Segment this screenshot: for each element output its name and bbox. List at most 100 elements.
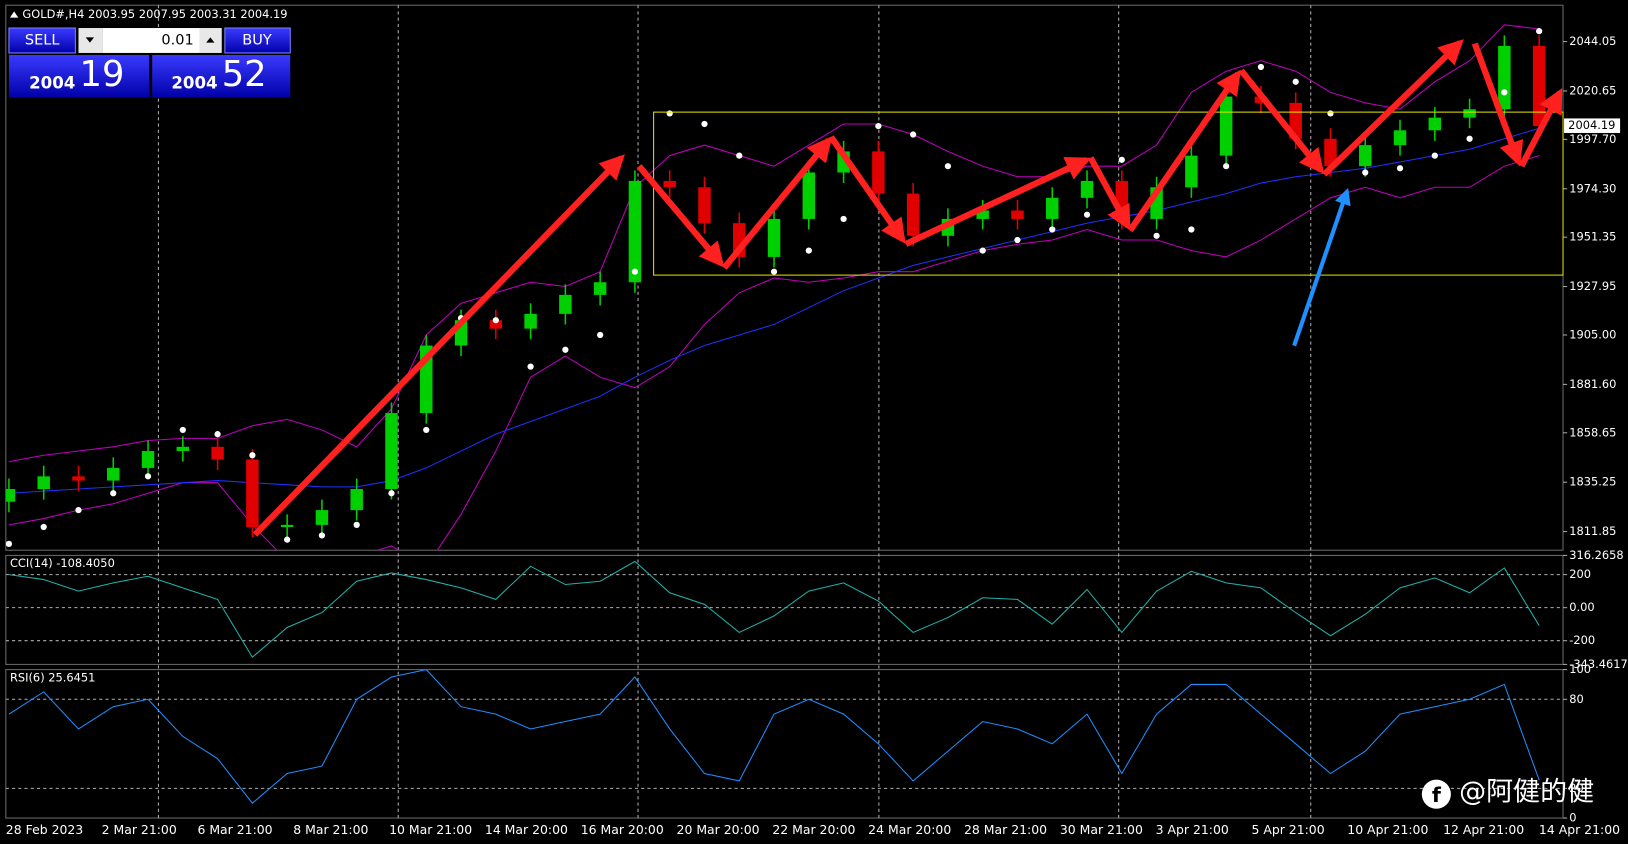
y-tick-label: 1974.30 [1569, 181, 1616, 195]
sar-dot [527, 363, 534, 370]
current-price-label: 2004.19 [1568, 118, 1615, 132]
candle-body [593, 282, 607, 295]
blue-arrow [1292, 187, 1351, 347]
y-tick-label: 2044.05 [1569, 34, 1616, 48]
arrow [252, 154, 625, 537]
sar-dot [1362, 169, 1369, 176]
arrow [636, 164, 725, 268]
sar-dot [40, 523, 47, 531]
sar-dot [979, 247, 986, 254]
trend-arrows [252, 39, 1563, 537]
sar-dot [144, 473, 152, 480]
sar-dot [701, 120, 708, 128]
candle-body [280, 524, 294, 527]
candle-body [1498, 45, 1511, 110]
candle-body [315, 510, 329, 525]
candle-body [802, 172, 816, 219]
ask-box[interactable] [152, 55, 291, 98]
watermark-text: @阿健的健 [1459, 777, 1594, 808]
axes-layer: 28 Feb 2023 2 Mar 21:00 6 Mar 21:00 8 Mar 2… [6, 34, 1628, 837]
main-frame [5, 4, 1564, 551]
sar-dot [1014, 236, 1021, 244]
lot-input[interactable] [102, 28, 200, 53]
arrow [1471, 42, 1524, 167]
y-tick-label: 316.2658 [1569, 548, 1623, 562]
sar-dot [249, 452, 256, 459]
x-tick-label: 22 Mar 20:00 [772, 822, 855, 837]
sar-dot [5, 540, 13, 547]
sar-dot [910, 131, 917, 138]
candle-body [72, 476, 85, 481]
x-tick-label: 10 Mar 21:00 [389, 822, 472, 837]
rsi-layer [5, 669, 1564, 804]
header-icon [9, 11, 19, 18]
candle-body [559, 294, 572, 314]
ask-small: 52 [222, 54, 267, 95]
candle-body [385, 413, 398, 490]
sar-dot [1466, 135, 1473, 142]
x-tick-label: 2 Mar 21:00 [102, 822, 177, 837]
x-tick-label: 28 Feb 2023 [6, 822, 83, 837]
arrow [721, 136, 833, 270]
sar-dot [1396, 165, 1404, 172]
sar-dot [1327, 110, 1334, 117]
candle-body [37, 476, 50, 490]
candle-body [1393, 130, 1407, 146]
candle-body [1219, 96, 1233, 156]
y-tick-label: 200 [1569, 567, 1591, 581]
candle-body [906, 193, 920, 236]
x-tick-label: 14 Mar 20:00 [485, 822, 568, 837]
x-tick-label: 5 Apr 21:00 [1251, 822, 1324, 837]
candle-body [211, 446, 224, 460]
x-tick-label: 14 Apr 21:00 [1539, 822, 1620, 837]
y-tick-label: 1951.35 [1569, 230, 1616, 244]
indicator-line [8, 669, 1540, 804]
sell-label: SELL [25, 32, 60, 48]
arrow [1087, 156, 1131, 231]
candle-body [628, 180, 642, 283]
sar-dot [388, 490, 395, 497]
sar-dot [1292, 78, 1299, 85]
sar-dot [875, 122, 882, 130]
candle-body [524, 313, 537, 329]
y-tick-label: 1881.60 [1569, 377, 1616, 391]
lot-value: 0.01 [161, 32, 193, 48]
sar-dot [110, 490, 117, 497]
sar-dot [805, 247, 812, 254]
sar-dot [423, 426, 430, 434]
y-tick-label: 1997.70 [1569, 132, 1616, 146]
sell-button[interactable] [8, 27, 76, 54]
buy-button[interactable] [224, 27, 291, 54]
watermark: f @阿健的健 [1421, 777, 1594, 809]
sar-dot [1223, 163, 1230, 170]
sar-dot [1049, 226, 1056, 233]
x-tick-label: 24 Mar 20:00 [868, 822, 951, 837]
sar-dot [666, 110, 673, 117]
y-tick-label: 20 [1569, 781, 1584, 795]
bid-small: 19 [80, 54, 125, 95]
x-tick-label: 30 Mar 21:00 [1060, 822, 1143, 837]
candle-body [141, 451, 155, 468]
candle-body [698, 187, 711, 224]
indicator-title: CCI(14) -108.4050 [10, 556, 115, 570]
x-tick-label: 28 Mar 21:00 [964, 822, 1047, 837]
candle-body [350, 489, 363, 511]
sar-dot [284, 536, 291, 543]
candle-body [489, 320, 503, 329]
y-tick-label: 100 [1569, 662, 1591, 676]
y-tick-label: 1858.65 [1569, 425, 1616, 439]
arrow [1322, 39, 1464, 177]
indicator-line [8, 560, 1540, 659]
x-tick-label: 16 Mar 20:00 [581, 822, 664, 837]
sar-dot [353, 521, 360, 529]
sar-dot [770, 268, 778, 275]
y-tick-label: 1811.85 [1569, 524, 1616, 538]
indicator-title: RSI(6) 25.6451 [10, 670, 95, 684]
arrow [828, 135, 906, 244]
bid-box[interactable] [8, 55, 150, 98]
overlay-line [8, 24, 1540, 463]
sar-dot [318, 532, 326, 539]
x-tick-label: 12 Apr 21:00 [1443, 822, 1524, 837]
candle-body [1359, 145, 1372, 167]
